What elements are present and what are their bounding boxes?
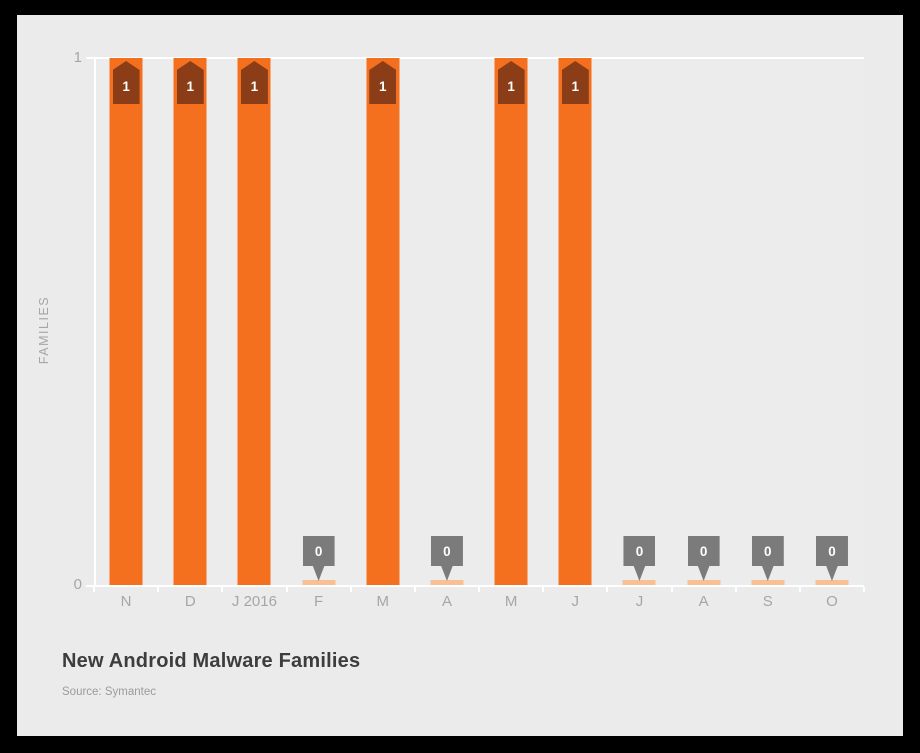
value-label: 0 (751, 536, 784, 581)
y-tick-label-1: 1 (73, 49, 82, 66)
bar-slot: 1 (94, 58, 158, 585)
x-axis-tick (734, 587, 737, 592)
x-axis-tick (798, 587, 801, 592)
x-axis-label: S (762, 593, 773, 610)
x-axis-tick (606, 587, 609, 592)
x-axis-tick (670, 587, 673, 592)
x-axis-tick (221, 587, 224, 592)
x-axis-label: D (184, 593, 196, 610)
x-axis-tick (863, 587, 865, 592)
zero-value-marker (687, 580, 721, 585)
bar: 1 (366, 58, 400, 585)
bar: 1 (558, 58, 592, 585)
x-axis-tick (285, 587, 288, 592)
bar: 1 (109, 58, 143, 585)
bar: 1 (173, 58, 207, 585)
bar-slot: 0 (736, 58, 800, 585)
zero-value-marker (430, 580, 464, 585)
x-axis-label: A (698, 593, 709, 610)
value-label: 0 (623, 536, 656, 581)
zero-value-marker (622, 580, 656, 585)
value-label: 1 (176, 61, 204, 104)
bar: 1 (237, 58, 271, 585)
x-axis-tick (413, 587, 416, 592)
y-tick-label-0: 0 (73, 576, 82, 593)
title-block: New Android Malware Families Source: Sym… (62, 650, 360, 698)
bar-slot: 1 (222, 58, 286, 585)
bar-slot: 0 (287, 58, 351, 585)
x-axis-label: M (504, 593, 518, 610)
value-label: 1 (240, 61, 268, 104)
value-label: 0 (687, 536, 720, 581)
x-axis-label: J (635, 593, 644, 610)
value-label: 1 (112, 61, 140, 104)
gridline-value-1 (86, 57, 864, 59)
x-axis-labels: N D J 2016 F M A M J J A S O (94, 593, 864, 611)
zero-value-marker (751, 580, 785, 585)
x-axis-label: J (571, 593, 580, 610)
x-axis-tick (349, 587, 352, 592)
x-axis-tick (542, 587, 545, 592)
bar-slot: 0 (607, 58, 671, 585)
value-label: 0 (302, 536, 335, 581)
bar-slot: 1 (543, 58, 607, 585)
value-label: 0 (815, 536, 848, 581)
bar: 1 (494, 58, 528, 585)
chart-title: New Android Malware Families (62, 650, 361, 672)
x-axis-label: N (120, 593, 132, 610)
value-label: 1 (561, 61, 589, 104)
bar-slot: 1 (158, 58, 222, 585)
x-axis-label: J 2016 (231, 593, 277, 610)
x-axis-label: A (441, 593, 452, 610)
value-label: 1 (369, 61, 397, 104)
x-axis-label: M (376, 593, 390, 610)
x-axis-tick (93, 587, 95, 592)
chart-source: Source: Symantec (62, 686, 156, 698)
x-axis-tick (157, 587, 160, 592)
x-axis-line (86, 585, 864, 587)
y-axis-line (94, 58, 96, 585)
bar-slot: 0 (415, 58, 479, 585)
bar-slot: 0 (800, 58, 864, 585)
value-label: 1 (497, 61, 525, 104)
x-axis-label: F (314, 593, 324, 610)
x-axis-tick (478, 587, 480, 592)
zero-value-marker (815, 580, 849, 585)
value-label: 0 (430, 536, 463, 581)
y-axis-title: FAMILIES (37, 295, 51, 365)
bar-slot: 1 (351, 58, 415, 585)
bar-slot: 1 (479, 58, 543, 585)
zero-value-marker (302, 580, 336, 585)
x-axis-label: O (826, 593, 838, 610)
bar-slot: 0 (672, 58, 736, 585)
